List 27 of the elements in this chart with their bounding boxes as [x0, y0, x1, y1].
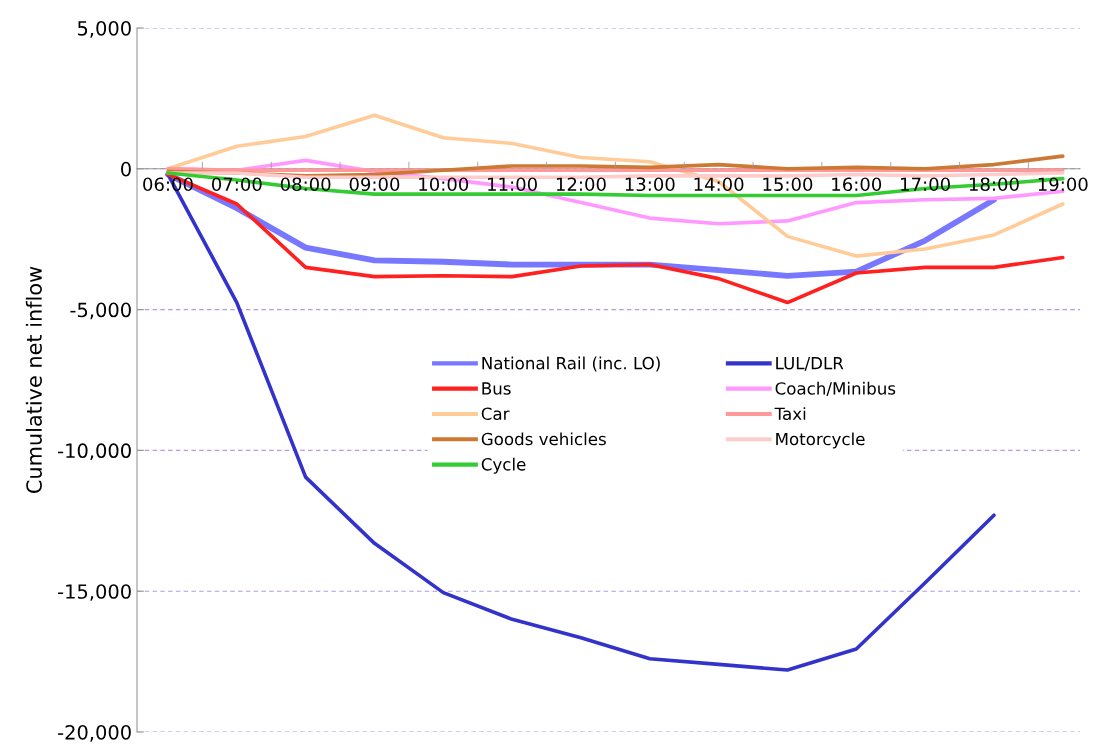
- y-tick-label: 0: [121, 161, 131, 177]
- legend-label: Goods vehicles: [481, 432, 606, 446]
- x-tick-label: 10:00: [419, 177, 469, 192]
- y-tick-label: -15,000: [58, 584, 131, 601]
- legend-label: Cycle: [481, 457, 526, 474]
- x-tick-label: 18:00: [969, 177, 1019, 192]
- x-tick-label: 12:00: [556, 177, 606, 192]
- legend-label: Car: [481, 407, 510, 421]
- legend-label: LUL/DLR: [776, 357, 844, 371]
- y-tick-label: -5,000: [70, 302, 131, 320]
- x-tick-label: 07:00: [211, 177, 262, 192]
- x-tick-label: 14:00: [694, 177, 744, 192]
- y-tick-label: -20,000: [58, 724, 131, 742]
- y-tick-label: -10,000: [58, 443, 131, 461]
- x-tick-label: 15:00: [763, 177, 813, 192]
- legend-label: Coach/Minibus: [775, 381, 896, 397]
- x-tick-label: 13:00: [625, 177, 675, 192]
- x-tick-label: 11:00: [488, 177, 537, 192]
- y-tick-label: 5,000: [77, 20, 131, 38]
- x-tick-label: 19:00: [1038, 177, 1088, 192]
- legend-label: National Rail (inc. LO): [482, 356, 660, 372]
- legend-label: Taxi: [774, 407, 806, 421]
- y-axis-title: Cumulative net inflow: [25, 266, 42, 493]
- legend-label: Motorcycle: [776, 432, 865, 449]
- x-tick-label: 09:00: [349, 177, 400, 192]
- legend-label: Bus: [482, 382, 511, 395]
- x-tick-label: 16:00: [832, 177, 882, 192]
